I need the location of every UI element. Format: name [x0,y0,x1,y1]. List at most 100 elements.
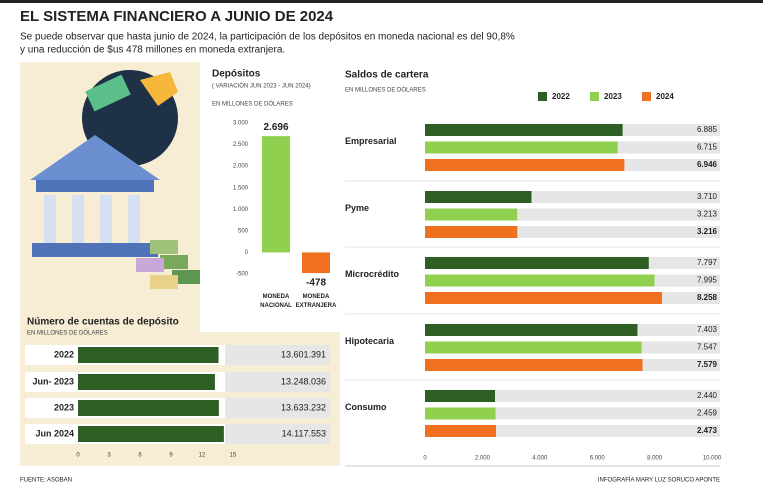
x-tick-label: 4.000 [532,456,548,462]
bill [85,74,131,112]
bar [425,141,618,154]
money [150,240,178,254]
y-tick-label: 1.000 [233,207,249,213]
value-label: 3.213 [697,210,718,219]
bar [425,159,625,171]
chart-subtitle: EN MILLONES DE DÓLARES [345,87,426,94]
value-label: 6.946 [697,160,718,169]
bar [302,252,330,274]
bar [425,208,518,221]
bar [425,390,496,402]
value-label: 7.547 [697,343,718,352]
row-value-bg [225,345,330,365]
roof [30,135,160,180]
value-label: 13.633.232 [281,402,326,412]
hand [140,72,178,106]
legend-swatch [538,92,547,101]
x-tick-label: 15 [230,453,237,459]
chart-title: Número de cuentas de depósito [27,317,179,328]
x-tick-label: MONEDA NACIONAL [260,294,292,309]
value-label: 2.696 [263,122,288,133]
y-axis-label: EN MILLONES DE DÓLARES [212,101,293,108]
x-tick-label: 6 [138,453,142,459]
bar [262,136,290,253]
chart-subtitle: ( VARIACIÓN JUN 2023 - JUN 2024) [212,83,311,90]
legend-swatch [642,92,651,101]
legend-label: 2023 [604,92,622,101]
money [136,258,164,272]
y-tick-label: 500 [238,228,249,234]
legend-label: 2022 [552,92,570,101]
value-label: 2.473 [697,426,718,435]
subtitle: Se puede observar que hasta junio de 202… [20,32,515,43]
row-value-bg [225,424,330,444]
category-label: Consumo [345,402,387,412]
category-label: Jun- 2023 [32,376,74,386]
category-label-box: MONEDA EXTRANJERA [295,294,337,309]
value-label: -478 [306,278,326,289]
x-tick-label: 8.000 [647,456,663,462]
bar [78,400,219,416]
x-tick-label: 10.000 [703,456,722,462]
bar [425,425,496,437]
bar [425,359,643,371]
value-label: 6.715 [697,143,718,152]
x-tick-label: 2.000 [475,456,491,462]
value-label: 7.797 [697,258,718,267]
value-label: 14.117.553 [282,428,326,438]
value-label: 13.248.036 [281,376,326,386]
category-label: Jun 2024 [35,428,74,438]
bar [425,407,496,420]
category-label-box: MONEDA NACIONAL [260,294,292,309]
y-tick-label: 1.500 [233,185,249,191]
bar [425,226,518,238]
column [44,195,56,243]
x-tick-label: 12 [199,453,206,459]
x-tick-label: 3 [107,453,111,459]
base [32,243,158,257]
category-label: 2022 [54,349,74,359]
column [72,195,84,243]
x-tick-label: 6.000 [590,456,606,462]
bar-track [425,425,720,437]
bar-track [425,390,720,402]
value-label: 6.885 [697,125,718,134]
chart-title: Depósitos [212,69,261,80]
value-label: 13.601.391 [281,349,326,359]
bar [425,292,663,304]
value-label: 2.440 [697,391,718,400]
category-label: Microcrédito [345,269,400,279]
x-tick-label: 9 [169,453,173,459]
y-tick-label: 2.000 [233,164,249,170]
value-label: 7.995 [697,276,718,285]
value-label: 7.403 [697,325,718,334]
y-tick-label: -500 [236,272,249,278]
y-tick-label: 2.500 [233,142,249,148]
chart-subtitle: EN MILLONES DE DÓLARES [27,330,108,337]
chart-title: Saldos de cartera [345,70,429,81]
y-tick-label: 0 [245,250,249,256]
bar [425,341,642,354]
source: FUENTE: ASOBAN [20,478,72,484]
bar [78,347,219,363]
money [160,255,188,269]
x-tick-label: 0 [423,456,427,462]
value-label: 3.216 [697,227,718,236]
bar [425,124,623,136]
top-rule [0,0,763,3]
row-value-bg [225,372,330,392]
value-label: 7.579 [697,360,718,369]
value-label: 8.258 [697,293,718,302]
title: EL SISTEMA FINANCIERO A JUNIO DE 2024 [20,8,334,25]
category-label: Empresarial [345,136,397,146]
bar [425,191,532,203]
category-label: 2023 [54,402,74,412]
bar-track [425,407,720,420]
bar [78,374,215,390]
value-label: 2.459 [697,409,718,418]
x-tick-label: MONEDA EXTRANJERA [295,294,337,309]
y-tick-label: 3.000 [233,121,249,127]
category-label: Hipotecaria [345,336,395,346]
money [150,275,178,289]
